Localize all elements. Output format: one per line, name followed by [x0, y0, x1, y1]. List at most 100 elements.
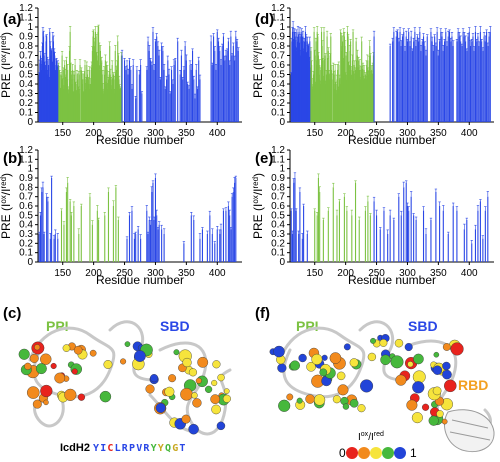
y-tick-label: 0.6: [271, 60, 285, 71]
bar: [46, 60, 48, 122]
bar: [306, 55, 308, 122]
pre-sphere: [223, 388, 230, 394]
x-tick-label: 200: [85, 268, 102, 279]
pre-sphere: [313, 394, 326, 406]
bar: [55, 65, 57, 122]
bar: [312, 88, 314, 122]
bar: [126, 65, 128, 122]
bar: [359, 79, 362, 122]
y-tick-label: 0.4: [19, 220, 33, 231]
bar: [163, 69, 165, 122]
bar: [86, 65, 88, 122]
y-tick-label: 1: [279, 164, 285, 175]
bar: [354, 79, 356, 122]
bar: [425, 55, 427, 122]
bar: [151, 192, 153, 262]
bar: [354, 182, 357, 262]
bar: [151, 65, 153, 122]
x-tick-label: 300: [399, 268, 416, 279]
bar: [135, 98, 137, 122]
bar: [317, 178, 319, 262]
pre-sphere: [442, 369, 452, 380]
bar: [146, 69, 148, 122]
x-tick-label: 350: [430, 128, 447, 139]
x-tick-label: 200: [337, 268, 354, 279]
bar: [298, 36, 300, 122]
bar: [47, 65, 50, 122]
bar: [367, 69, 369, 122]
bar: [230, 229, 232, 262]
bar: [463, 229, 465, 262]
scale-min-label: 0: [339, 446, 346, 460]
bar: [329, 55, 331, 122]
bar: [75, 84, 77, 122]
y-tick-label: 1.1: [271, 13, 285, 24]
bar: [467, 36, 469, 122]
bar: [60, 74, 62, 122]
bar: [406, 41, 409, 122]
bar: [345, 74, 347, 122]
x-tick-label: 400: [209, 128, 226, 139]
x-tick-label: 200: [85, 128, 102, 139]
bar: [130, 69, 132, 122]
bar: [441, 36, 443, 122]
y-tick-label: 0: [27, 257, 33, 268]
bar: [219, 50, 221, 122]
pre-sphere: [35, 363, 47, 375]
bar: [101, 60, 103, 122]
rbd-domain-f: [444, 409, 495, 453]
y-tick-label: 0.1: [271, 108, 285, 119]
bar: [152, 182, 154, 262]
bar: [319, 192, 321, 262]
bar: [335, 84, 337, 122]
peptide-letter: C: [107, 443, 113, 454]
bar: [413, 215, 415, 262]
bar: [307, 50, 309, 122]
y-tick-label: 0.9: [19, 173, 33, 184]
x-tick-label: 400: [209, 268, 226, 279]
bar: [161, 46, 163, 122]
y-tick-label: 0.4: [271, 79, 285, 90]
bar: [301, 31, 303, 122]
bar: [474, 31, 477, 122]
bar: [421, 41, 423, 122]
bar: [57, 65, 59, 122]
bar: [330, 69, 332, 122]
peptide-letter: G: [172, 443, 178, 454]
bar: [78, 93, 80, 122]
bar: [369, 46, 371, 122]
pre-sphere: [40, 353, 52, 365]
pre-sphere: [277, 363, 287, 373]
bar: [60, 210, 63, 262]
bar: [128, 215, 131, 262]
bar: [235, 36, 237, 122]
y-tick-label: 1: [27, 164, 33, 175]
bar: [88, 79, 90, 122]
bar: [479, 201, 481, 262]
pre-sphere: [99, 390, 112, 403]
scale-dot-red: [346, 447, 358, 459]
peptide-letter: R: [143, 443, 150, 454]
bar: [222, 210, 225, 262]
bar: [347, 36, 349, 122]
bar: [297, 31, 299, 122]
bar: [47, 74, 49, 122]
bar: [299, 55, 302, 122]
bar: [371, 69, 373, 122]
pre-sphere: [64, 388, 77, 401]
bar: [343, 31, 345, 122]
bar: [89, 88, 91, 122]
bar: [41, 60, 43, 122]
bar: [170, 69, 173, 122]
bar: [393, 31, 395, 122]
bar: [309, 41, 311, 122]
bar: [137, 229, 139, 262]
bar: [107, 88, 109, 122]
scale-dot-green: [382, 447, 394, 459]
bar: [420, 50, 422, 122]
bar: [120, 88, 122, 122]
panel-label-a: (a): [3, 11, 21, 28]
pre-sphere: [273, 345, 285, 358]
bar: [85, 88, 87, 122]
bar: [413, 41, 415, 122]
